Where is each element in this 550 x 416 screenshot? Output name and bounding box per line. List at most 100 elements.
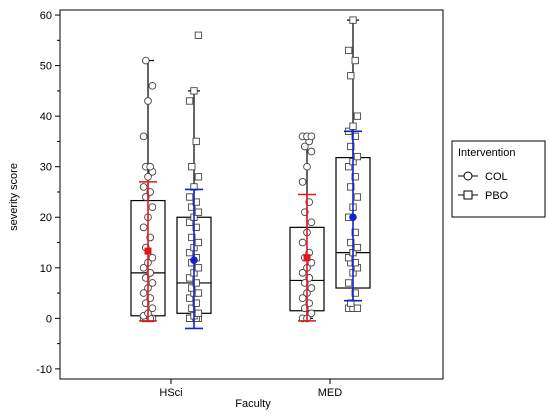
data-point bbox=[194, 264, 203, 272]
y-tick-label: 60 bbox=[40, 10, 52, 22]
data-point bbox=[141, 56, 150, 65]
data-point bbox=[194, 31, 203, 39]
data-point bbox=[185, 274, 194, 282]
data-point bbox=[194, 238, 203, 247]
data-point bbox=[351, 259, 359, 267]
data-point bbox=[192, 299, 200, 307]
data-point bbox=[298, 178, 307, 186]
data-point bbox=[139, 289, 148, 297]
data-point bbox=[298, 268, 307, 277]
data-point bbox=[144, 97, 152, 105]
data-point bbox=[194, 173, 203, 181]
data-point bbox=[188, 163, 196, 171]
data-point bbox=[353, 193, 362, 201]
box-hsci-pbo bbox=[176, 31, 212, 330]
data-point bbox=[185, 218, 194, 226]
y-axis-label: severity score bbox=[8, 163, 20, 231]
data-point bbox=[192, 137, 200, 146]
data-point bbox=[347, 142, 355, 151]
data-point bbox=[192, 279, 200, 287]
data-point bbox=[307, 132, 316, 141]
data-point bbox=[139, 223, 148, 232]
box-med-pbo bbox=[335, 16, 371, 312]
y-tick-label: 40 bbox=[40, 111, 52, 123]
data-point bbox=[347, 238, 355, 247]
data-point bbox=[353, 243, 362, 252]
data-point bbox=[185, 193, 194, 201]
data-point bbox=[185, 97, 194, 105]
mean-marker bbox=[144, 247, 152, 255]
mean-marker bbox=[303, 254, 311, 262]
mean-marker bbox=[190, 256, 198, 265]
data-point bbox=[185, 294, 194, 302]
y-axis: -10 0 10 20 30 40 50 60 bbox=[36, 10, 60, 376]
data-point bbox=[344, 163, 353, 171]
data-point bbox=[307, 147, 316, 156]
y-tick-label: -10 bbox=[36, 364, 52, 376]
data-point bbox=[344, 254, 353, 262]
data-point bbox=[351, 132, 359, 141]
data-point bbox=[344, 279, 353, 287]
data-point bbox=[148, 253, 157, 262]
data-point bbox=[303, 162, 311, 171]
data-point bbox=[194, 289, 203, 297]
data-point bbox=[148, 203, 157, 211]
data-point bbox=[307, 284, 316, 292]
data-point bbox=[353, 112, 362, 120]
x-axis: HSci MED bbox=[159, 379, 342, 399]
legend: Intervention COL PBO bbox=[451, 140, 546, 218]
legend-title: Intervention bbox=[458, 147, 515, 159]
x-axis-label: Faculty bbox=[235, 398, 271, 410]
data-point bbox=[351, 228, 359, 237]
x-tick-label: HSci bbox=[159, 387, 182, 399]
data-point bbox=[146, 162, 155, 171]
y-tick-label: 0 bbox=[46, 313, 52, 325]
data-point bbox=[344, 46, 353, 55]
data-point bbox=[347, 72, 355, 80]
data-point bbox=[148, 304, 157, 313]
legend-marker-circle bbox=[463, 171, 473, 181]
data-point bbox=[148, 279, 157, 287]
data-point bbox=[185, 248, 194, 257]
box-groups bbox=[130, 16, 371, 330]
data-point bbox=[188, 304, 196, 312]
data-point bbox=[307, 309, 316, 318]
data-point bbox=[188, 284, 196, 292]
data-point bbox=[349, 122, 357, 130]
x-tick-label: MED bbox=[318, 387, 343, 399]
data-point bbox=[353, 152, 362, 161]
data-point bbox=[307, 218, 316, 227]
y-tick-label: 50 bbox=[40, 61, 52, 73]
y-tick-label: 10 bbox=[40, 263, 52, 275]
data-point bbox=[351, 173, 359, 181]
data-point bbox=[188, 203, 196, 211]
data-point bbox=[353, 304, 362, 312]
box-hsci-col bbox=[130, 56, 166, 323]
legend-entry-pbo: PBO bbox=[485, 190, 509, 202]
box-med-col bbox=[289, 132, 325, 323]
data-point bbox=[188, 233, 196, 242]
y-tick-label: 20 bbox=[40, 212, 52, 224]
plot-area bbox=[59, 9, 444, 380]
data-point bbox=[139, 183, 148, 191]
data-point bbox=[300, 142, 309, 151]
data-point bbox=[298, 238, 307, 247]
data-point bbox=[351, 56, 359, 65]
data-point bbox=[347, 183, 355, 191]
data-point bbox=[194, 309, 203, 317]
data-point bbox=[144, 172, 152, 181]
y-tick-label: 30 bbox=[40, 162, 52, 174]
data-point bbox=[192, 198, 200, 206]
data-point bbox=[351, 289, 359, 297]
data-point bbox=[194, 208, 203, 216]
data-point bbox=[148, 81, 157, 90]
legend-marker-square bbox=[463, 190, 473, 200]
legend-entry-col: COL bbox=[485, 171, 508, 183]
data-point bbox=[349, 16, 357, 24]
mean-marker bbox=[349, 213, 357, 222]
data-point bbox=[190, 87, 198, 95]
data-point bbox=[139, 132, 148, 141]
data-point bbox=[192, 223, 200, 232]
data-point bbox=[298, 294, 307, 302]
